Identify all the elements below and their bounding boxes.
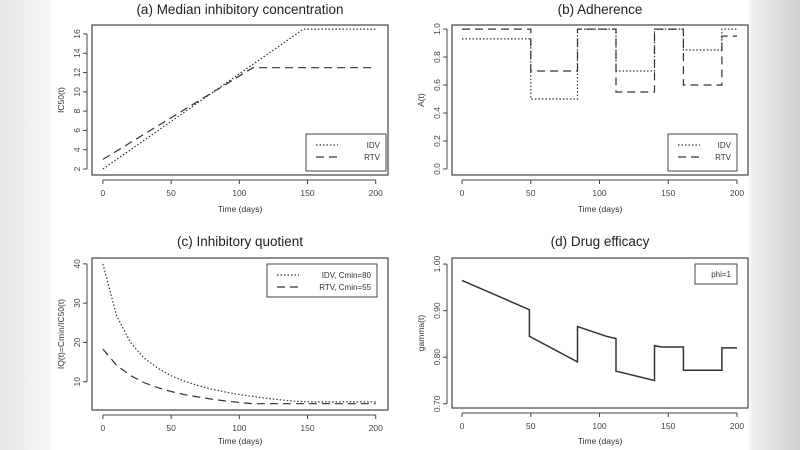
y-tick-label: 0.6 [432, 79, 442, 91]
x-axis-label: Time (days) [578, 436, 623, 446]
panel-d: (d) Drug efficacy Time (days) gamma(t) 0 50 1… [416, 234, 749, 446]
legend: phi=1 [694, 263, 738, 285]
x-tick-label: 0 [101, 188, 106, 198]
y-tick-label: 20 [72, 337, 82, 347]
y-tick-label: 30 [72, 298, 82, 308]
legend-box [694, 263, 738, 285]
legend: IDV RTV [667, 133, 738, 172]
x-tick-label: 100 [592, 421, 606, 431]
x-tick-label: 100 [232, 423, 246, 433]
y-tick-label: 0.2 [432, 135, 442, 147]
x-tick-label: 150 [661, 421, 675, 431]
x-axis-label: Time (days) [218, 204, 263, 214]
x-tick-label: 150 [300, 423, 314, 433]
x-tick-label: 200 [369, 423, 383, 433]
chart-title: (b) Adherence [558, 2, 643, 17]
chart-title: (c) Inhibitory quotient [177, 234, 303, 249]
series-line-rtv [102, 67, 376, 160]
y-tick-label: 0.90 [432, 302, 442, 319]
plot-box [451, 24, 749, 176]
y-tick-label: 1.0 [432, 23, 442, 35]
legend: IDV, Cmin=80 RTV, Cmin=55 [266, 263, 378, 298]
y-tick-label: 0.70 [432, 395, 442, 412]
y-tick-label: 0.8 [432, 51, 442, 63]
x-tick-label: 200 [369, 188, 383, 198]
panel-b: (b) Adherence Time (days) A(t) 0 50 100 150 200… [416, 2, 749, 214]
legend-label: IDV [718, 141, 732, 150]
panel-a: (a) Median inhibitory concentration Time … [56, 2, 389, 214]
y-axis-label: gamma(t) [416, 315, 426, 352]
y-tick-label: 2 [72, 166, 82, 171]
y-tick-label: 1.00 [432, 256, 442, 273]
x-tick-label: 50 [526, 188, 536, 198]
x-tick-label: 50 [166, 423, 176, 433]
series-line-phi=1 [461, 279, 737, 382]
panel-c: (c) Inhibitory quotient Time (days) IQ(t)=… [56, 234, 389, 446]
y-axis-label: A(t) [416, 93, 426, 107]
y-tick-label: 10 [72, 87, 82, 97]
y-tick-label: 40 [72, 259, 82, 269]
y-tick-label: 0.0 [432, 163, 442, 175]
x-axis-label: Time (days) [578, 204, 623, 214]
legend-box [266, 263, 378, 298]
legend-label: RTV, Cmin=55 [319, 283, 371, 292]
x-tick-label: 100 [232, 188, 246, 198]
legend-label: IDV, Cmin=80 [322, 271, 372, 280]
y-axis-label: IQ(t)=Cmin/IC50(t) [56, 299, 66, 369]
legend-label: IDV [367, 141, 381, 150]
y-tick-label: 0.4 [432, 107, 442, 119]
series-line-rtv [462, 28, 737, 93]
x-tick-label: 150 [300, 188, 314, 198]
x-tick-label: 100 [592, 188, 606, 198]
chart-title: (d) Drug efficacy [551, 234, 650, 249]
x-tick-label: 150 [661, 188, 675, 198]
plot-box [451, 257, 749, 409]
plot-box [91, 257, 389, 411]
y-axis-label: IC50(t) [56, 87, 66, 113]
y-tick-label: 4 [72, 147, 82, 152]
series-line-idv [102, 263, 376, 403]
y-tick-label: 8 [72, 109, 82, 114]
x-tick-label: 200 [730, 421, 744, 431]
legend-box [305, 133, 387, 172]
x-tick-label: 50 [526, 421, 536, 431]
x-tick-label: 0 [101, 423, 106, 433]
series-line-idv [462, 28, 737, 100]
plot-box [91, 24, 389, 176]
x-tick-label: 200 [730, 188, 744, 198]
y-tick-label: 16 [72, 29, 82, 39]
x-tick-label: 0 [460, 188, 465, 198]
y-tick-label: 12 [72, 68, 82, 78]
legend-label: phi=1 [711, 270, 731, 279]
chart-title: (a) Median inhibitory concentration [136, 2, 343, 17]
y-tick-label: 0.80 [432, 349, 442, 366]
series-line-rtv [102, 348, 376, 405]
legend-box [667, 133, 738, 172]
series-line-idv [102, 28, 376, 170]
x-tick-label: 0 [460, 421, 465, 431]
y-tick-label: 14 [72, 48, 82, 58]
y-tick-label: 10 [72, 377, 82, 387]
legend-label: RTV [364, 153, 381, 162]
legend: IDV RTV [305, 133, 387, 172]
y-tick-label: 6 [72, 128, 82, 133]
x-tick-label: 50 [166, 188, 176, 198]
legend-label: RTV [715, 153, 732, 162]
x-axis-label: Time (days) [218, 436, 263, 446]
